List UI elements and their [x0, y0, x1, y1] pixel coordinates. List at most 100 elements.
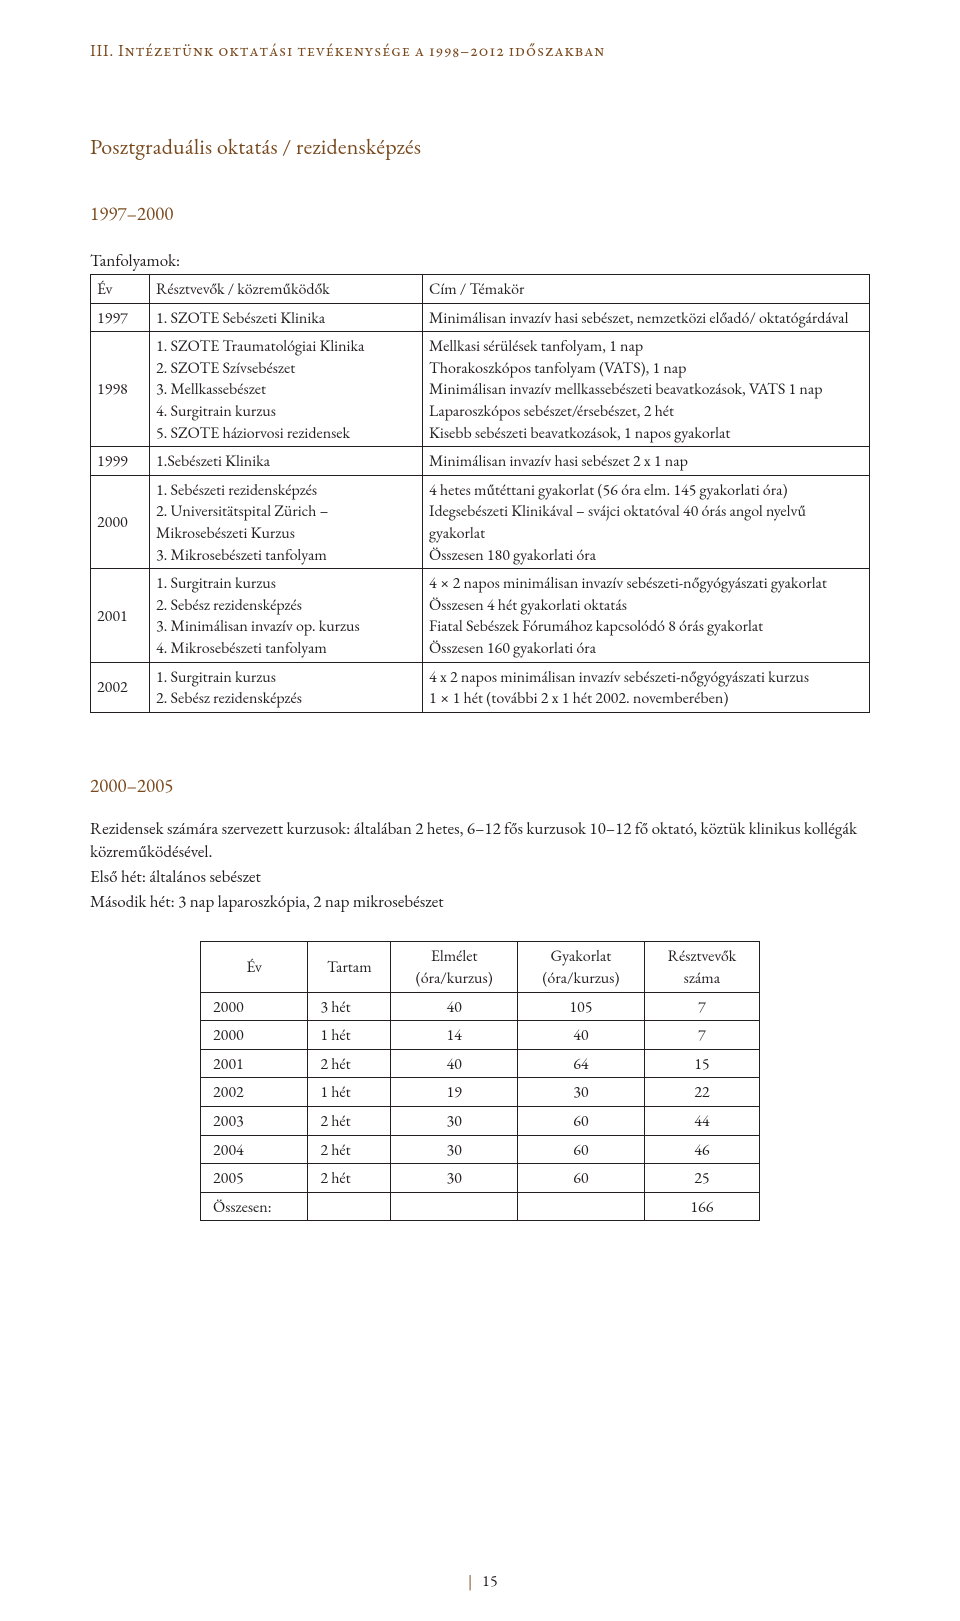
th-theory-l2: (óra/kurzus) — [416, 967, 493, 988]
date-range-2: 2000–2005 — [90, 773, 870, 798]
cell-value: 30 — [391, 1107, 518, 1136]
running-head: III. Intézetünk oktatási tevékenysége a … — [90, 40, 870, 62]
cell-participants: 1. SZOTE Traumatológiai Klinika2. SZOTE … — [150, 332, 423, 447]
cell-value: 2 hét — [308, 1135, 391, 1164]
th-practice: Gyakorlat (óra/kurzus) — [518, 942, 645, 992]
cell-value: 2002 — [201, 1078, 308, 1107]
th-practice-l1: Gyakorlat — [550, 945, 611, 966]
body-line: Második hét: 3 nap laparoszkópia, 2 nap … — [90, 891, 870, 914]
table-row: 19991.Sebészeti KlinikaMinimálisan invaz… — [91, 447, 870, 476]
cell-participants: 1. Surgitrain kurzus2. Sebész rezidenské… — [150, 662, 423, 712]
table-row: 20003 hét401057 — [201, 992, 760, 1021]
cell-value: 19 — [391, 1078, 518, 1107]
table-2: Év Tartam Elmélet (óra/kurzus) Gyakorlat… — [200, 941, 760, 1221]
table-row: 20011. Surgitrain kurzus2. Sebész rezide… — [91, 569, 870, 662]
th-year: Év — [201, 942, 308, 992]
th-theory: Elmélet (óra/kurzus) — [391, 942, 518, 992]
cell-topic: Mellkasi sérülések tanfolyam, 1 napThora… — [423, 332, 870, 447]
th-participants-l2: száma — [684, 967, 720, 988]
cell-value: 60 — [518, 1164, 645, 1193]
cell-year: 2000 — [91, 475, 150, 568]
cell-value: 2005 — [201, 1164, 308, 1193]
cell-value: 2 hét — [308, 1049, 391, 1078]
cell-topic: 4 hetes műtéttani gyakorlat (56 óra elm.… — [423, 475, 870, 568]
footer-bar-icon: | — [462, 1570, 478, 1591]
th-year: Év — [91, 275, 150, 304]
cell-value: 30 — [391, 1135, 518, 1164]
table-row: 19981. SZOTE Traumatológiai Klinika2. SZ… — [91, 332, 870, 447]
cell-value: 105 — [518, 992, 645, 1021]
section-title: Posztgraduális oktatás / rezidensképzés — [90, 132, 870, 161]
cell-year: 1998 — [91, 332, 150, 447]
table-row: Év Résztvevők / közreműködők Cím / Témak… — [91, 275, 870, 304]
table-row: 19971. SZOTE Sebészeti KlinikaMinimálisa… — [91, 303, 870, 332]
cell-value: 7 — [644, 1021, 759, 1050]
th-duration: Tartam — [308, 942, 391, 992]
cell-topic: Minimálisan invazív hasi sebészet 2 x 1 … — [423, 447, 870, 476]
table-row: 20001 hét14407 — [201, 1021, 760, 1050]
table-row: Év Tartam Elmélet (óra/kurzus) Gyakorlat… — [201, 942, 760, 992]
table-row: 20052 hét306025 — [201, 1164, 760, 1193]
cell-year: 1999 — [91, 447, 150, 476]
cell-value: 30 — [391, 1164, 518, 1193]
cell-empty — [391, 1192, 518, 1221]
cell-value: 40 — [391, 1049, 518, 1078]
cell-value: 2000 — [201, 1021, 308, 1050]
cell-topic: 4 × 2 napos minimálisan invazív sebészet… — [423, 569, 870, 662]
date-range-1: 1997–2000 — [90, 201, 870, 226]
cell-value: 2001 — [201, 1049, 308, 1078]
tanfolyamok-label: Tanfolyamok: — [90, 250, 870, 272]
cell-topic: 4 x 2 napos minimálisan invazív sebészet… — [423, 662, 870, 712]
th-participants-l1: Résztvevők — [668, 945, 737, 966]
cell-participants: 1. SZOTE Sebészeti Klinika — [150, 303, 423, 332]
cell-value: 60 — [518, 1107, 645, 1136]
table-row: 20042 hét306046 — [201, 1135, 760, 1164]
cell-value: 60 — [518, 1135, 645, 1164]
table-row: 20021. Surgitrain kurzus2. Sebész rezide… — [91, 662, 870, 712]
cell-value: 64 — [518, 1049, 645, 1078]
cell-participants: 1.Sebészeti Klinika — [150, 447, 423, 476]
cell-year: 2001 — [91, 569, 150, 662]
table-row: 20001. Sebészeti rezidensképzés2. Univer… — [91, 475, 870, 568]
table-row: 20012 hét406415 — [201, 1049, 760, 1078]
cell-participants: 1. Sebészeti rezidensképzés2. Universitä… — [150, 475, 423, 568]
table-1: Év Résztvevők / közreműködők Cím / Témak… — [90, 274, 870, 713]
cell-year: 1997 — [91, 303, 150, 332]
cell-value: 46 — [644, 1135, 759, 1164]
cell-value: 1 hét — [308, 1021, 391, 1050]
cell-value: 14 — [391, 1021, 518, 1050]
cell-total-value: 166 — [644, 1192, 759, 1221]
cell-value: 7 — [644, 992, 759, 1021]
page-footer: | 15 — [0, 1570, 960, 1591]
cell-empty — [308, 1192, 391, 1221]
cell-value: 2 hét — [308, 1107, 391, 1136]
body-text: Rezidensek számára szervezett kurzusok: … — [90, 818, 870, 914]
body-line: Első hét: általános sebészet — [90, 866, 870, 889]
cell-value: 1 hét — [308, 1078, 391, 1107]
table-row: 20021 hét193022 — [201, 1078, 760, 1107]
cell-value: 44 — [644, 1107, 759, 1136]
th-theory-l1: Elmélet — [431, 945, 478, 966]
cell-total-label: Összesen: — [201, 1192, 308, 1221]
cell-value: 40 — [518, 1021, 645, 1050]
table-row-total: Összesen: 166 — [201, 1192, 760, 1221]
cell-year: 2002 — [91, 662, 150, 712]
cell-value: 2 hét — [308, 1164, 391, 1193]
cell-value: 15 — [644, 1049, 759, 1078]
cell-value: 40 — [391, 992, 518, 1021]
cell-topic: Minimálisan invazív hasi sebészet, nemze… — [423, 303, 870, 332]
cell-value: 2003 — [201, 1107, 308, 1136]
cell-value: 2004 — [201, 1135, 308, 1164]
th-topic: Cím / Témakör — [423, 275, 870, 304]
body-line: Rezidensek számára szervezett kurzusok: … — [90, 818, 870, 864]
cell-empty — [518, 1192, 645, 1221]
table-row: 20032 hét306044 — [201, 1107, 760, 1136]
cell-value: 22 — [644, 1078, 759, 1107]
cell-value: 3 hét — [308, 992, 391, 1021]
cell-participants: 1. Surgitrain kurzus2. Sebész rezidenské… — [150, 569, 423, 662]
cell-value: 2000 — [201, 992, 308, 1021]
th-participants: Résztvevők / közreműködők — [150, 275, 423, 304]
page: III. Intézetünk oktatási tevékenysége a … — [0, 0, 960, 1621]
th-participants: Résztvevők száma — [644, 942, 759, 992]
cell-value: 25 — [644, 1164, 759, 1193]
